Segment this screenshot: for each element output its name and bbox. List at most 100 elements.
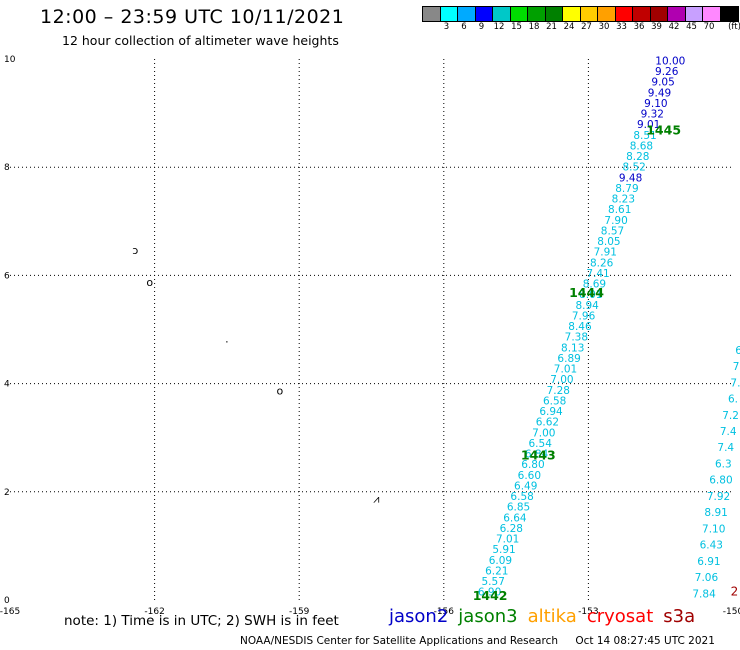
- swh-value-track1: 8.13: [561, 342, 584, 354]
- swh-value-track1: 7.01: [554, 364, 577, 376]
- color-swatch-5: [510, 7, 528, 21]
- swh-value-track2: 7.4: [720, 426, 737, 438]
- swh-value-track1: 8.26: [590, 257, 614, 269]
- color-swatch-0: [423, 7, 441, 21]
- color-scale-label: 42: [668, 22, 680, 32]
- time-label: 1444: [569, 285, 604, 300]
- color-swatch-1: [440, 7, 458, 21]
- island-a-icon: ↄ: [132, 244, 138, 257]
- color-swatch-2: [458, 7, 476, 21]
- color-scale-label: 18: [528, 22, 540, 32]
- swh-value-track1: 8.05: [597, 236, 620, 248]
- time-label: 1442: [473, 588, 508, 603]
- color-scale-label: 33: [616, 22, 627, 32]
- y-tick-label: 4: [4, 380, 10, 390]
- swh-value-track1: 9.26: [655, 66, 679, 78]
- swh-value-track2: 7.2: [722, 410, 739, 422]
- swh-value-track2: 6.91: [697, 556, 720, 568]
- color-scale-label: 36: [633, 22, 645, 32]
- swh-value-track1: 6.54: [529, 438, 553, 450]
- time-label: 1445: [646, 123, 681, 138]
- swh-value-track1: 6.58: [543, 395, 566, 407]
- swh-value-track1: 8.57: [601, 225, 624, 237]
- swh-value-track1: 6.64: [503, 512, 527, 524]
- color-swatch-9: [580, 7, 598, 21]
- color-scale-label: 12: [493, 22, 505, 32]
- swh-value-track2: 6.: [728, 394, 738, 406]
- color-scale-label: 21: [546, 22, 557, 32]
- swh-value-track1: 9.49: [648, 87, 671, 99]
- swh-value-track1: 6.62: [536, 417, 559, 429]
- swh-value-track1: 7.00: [550, 374, 573, 386]
- x-tick-label: -165: [0, 607, 20, 617]
- swh-value-track1: 6.58: [510, 491, 533, 503]
- color-swatch-15: [685, 7, 703, 21]
- x-tick-label: -159: [289, 607, 310, 617]
- color-scale-label: 39: [651, 22, 662, 32]
- page-subtitle: 12 hour collection of altimeter wave hei…: [62, 33, 339, 48]
- swh-value-track1: 8.46: [568, 321, 592, 333]
- footer-note: note: 1) Time is in UTC; 2) SWH is in fe…: [64, 613, 339, 629]
- swh-value-track1: 6.85: [507, 502, 530, 514]
- color-swatch-10: [598, 7, 616, 21]
- swh-value-track2: 7.10: [702, 523, 725, 535]
- swh-value-track3: 2: [731, 585, 739, 599]
- swh-value-track2: 6.3: [715, 458, 732, 470]
- legend-cryosat: cryosat: [586, 606, 654, 627]
- color-scale-label: 70: [703, 22, 715, 32]
- swh-value-track1: 8.23: [612, 194, 635, 206]
- swh-value-track1: 8.94: [575, 300, 599, 312]
- swh-value-track2: 7.: [733, 361, 740, 373]
- swh-value-track1: 7.01: [496, 534, 519, 546]
- swh-value-track1: 6.49: [514, 480, 537, 492]
- swh-value-track1: 9.10: [644, 98, 667, 110]
- time-label: 1443: [521, 447, 556, 462]
- swh-value-track1: 9.05: [651, 77, 674, 89]
- color-swatch-11: [615, 7, 633, 21]
- x-tick-label: -153: [578, 607, 598, 617]
- color-scale-label: 30: [598, 22, 610, 32]
- swh-value-track2: 7.84: [692, 588, 716, 600]
- swh-value-track1: 7.96: [572, 310, 596, 322]
- page-title: 12:00 – 23:59 UTC 10/11/2021: [40, 6, 345, 28]
- y-tick-label: 6: [4, 271, 10, 281]
- swh-value-track1: 7.00: [532, 427, 555, 439]
- swh-value-track1: 6.28: [500, 523, 523, 535]
- swh-value-track1: 6.90: [478, 587, 501, 599]
- swh-value-track1: 5.91: [492, 544, 515, 556]
- swh-value-track2: 7.4: [717, 442, 734, 454]
- satellite-legend: jason2 jason3 altika cryosat s3a: [389, 606, 705, 627]
- swh-value-track1: 8.69: [583, 279, 606, 291]
- color-swatch-8: [563, 7, 581, 21]
- swh-value-track1: 7.41: [586, 268, 609, 280]
- swh-value-track1: 8.51: [633, 130, 656, 142]
- swh-value-track1: 7.28: [547, 385, 570, 397]
- color-swatch-7: [545, 7, 563, 21]
- swh-value-track1: 8.01: [579, 289, 602, 301]
- swh-value-track1: 8.61: [608, 204, 631, 216]
- color-scale-label: 9: [478, 22, 485, 32]
- swh-value-track1: 5.57: [482, 576, 505, 588]
- y-tick-label: 8: [4, 163, 10, 173]
- swh-value-track1: 6.80: [521, 459, 544, 471]
- swh-value-track2: 7.: [730, 377, 740, 389]
- island-e-icon: ⩘: [373, 493, 379, 506]
- color-swatch-4: [493, 7, 511, 21]
- swh-value-track1: 7.91: [594, 247, 617, 259]
- color-scale-label: 15: [511, 22, 522, 32]
- swh-value-track1: 8.52: [622, 162, 645, 174]
- swh-value-track1: 6.60: [518, 470, 541, 482]
- swh-value-track1: 7.90: [604, 215, 627, 227]
- credit-line: NOAA/NESDIS Center for Satellite Applica…: [240, 635, 729, 647]
- island-b-icon: o: [146, 276, 153, 289]
- swh-value-track2: 7.92: [707, 491, 730, 503]
- swh-value-track2: 6.80: [709, 475, 732, 487]
- color-swatch-13: [650, 7, 668, 21]
- color-swatch-12: [633, 7, 651, 21]
- color-swatch-14: [668, 7, 686, 21]
- swh-value-track2: 6.43: [700, 540, 723, 552]
- color-swatch-17: [720, 7, 738, 21]
- legend-altika: altika: [527, 606, 577, 627]
- swh-value-track1: 7.38: [565, 332, 588, 344]
